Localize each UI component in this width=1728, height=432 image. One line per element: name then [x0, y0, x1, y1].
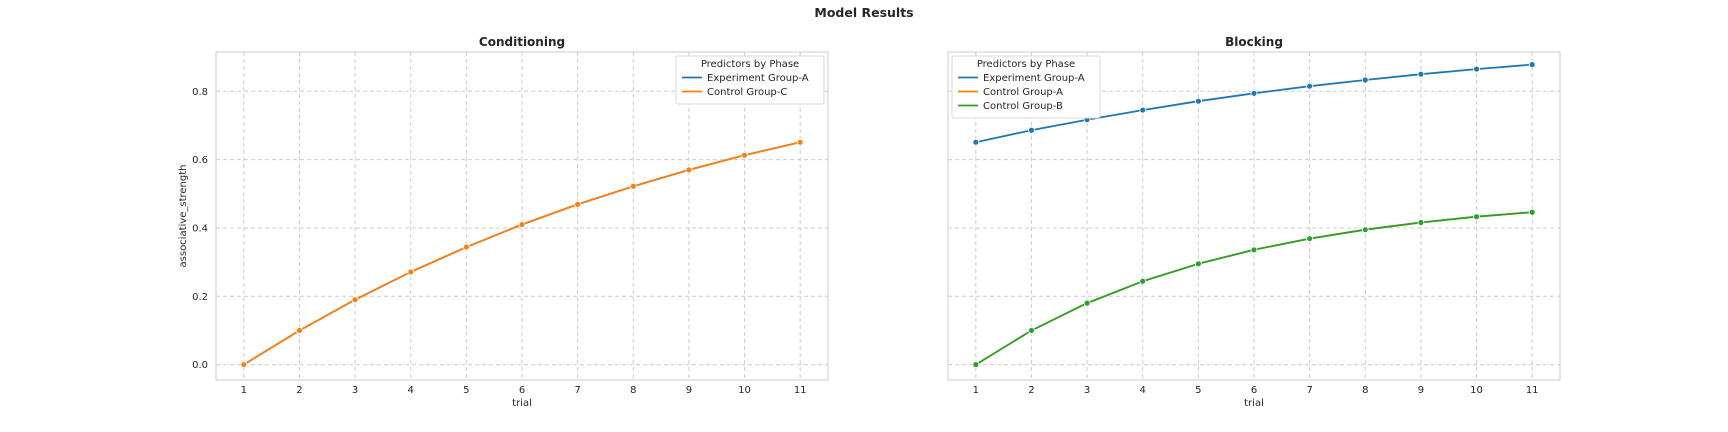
figure-title: Model Results [814, 5, 913, 20]
data-point [1139, 277, 1147, 285]
x-tick-label: 7 [1306, 385, 1312, 396]
data-point [407, 268, 415, 276]
x-tick-label: 2 [296, 385, 302, 396]
x-tick-label: 11 [1526, 385, 1539, 396]
data-point [1528, 61, 1536, 69]
x-tick-label: 1 [241, 385, 247, 396]
x-tick-label: 5 [463, 385, 469, 396]
legend-entry: Control Group-B [983, 101, 1063, 112]
legend: Predictors by Phase Experiment Group-A Con… [951, 55, 1101, 119]
data-point [1250, 246, 1258, 254]
y-tick-label: 0.4 [192, 223, 208, 234]
data-point [629, 182, 637, 190]
x-axis-label: trial [512, 398, 532, 409]
data-point [1028, 327, 1035, 334]
legend-entry: Experiment Group-A [983, 73, 1085, 84]
series-1 [240, 138, 804, 369]
x-tick-label: 6 [1251, 385, 1257, 396]
data-point [1194, 97, 1202, 105]
data-point [1028, 126, 1035, 134]
chart-1: 1 2 3 4 5 6 7 8 9 10 11 Blocking trial Predictors by … [947, 35, 1561, 409]
y-tick-label: 0.0 [192, 360, 208, 371]
data-point [1194, 260, 1202, 268]
legend-entry: Control Group-A [983, 87, 1063, 98]
data-point [1250, 89, 1258, 97]
y-tick-label: 0.8 [192, 87, 208, 98]
data-point [972, 361, 980, 369]
x-tick-label: 7 [574, 385, 580, 396]
x-tick-label: 5 [1195, 385, 1201, 396]
legend-box [675, 55, 825, 105]
legend-entry: Control Group-C [707, 87, 787, 98]
data-point [1473, 213, 1480, 221]
plot-frame [947, 51, 1561, 381]
y-tick-label: 0.2 [192, 292, 208, 303]
data-point [741, 151, 748, 159]
data-point [462, 243, 470, 251]
data-point [1473, 65, 1480, 73]
x-tick-label: 10 [1470, 385, 1483, 396]
series-0 [972, 61, 1536, 146]
legend-box [951, 55, 1101, 119]
data-point [1417, 219, 1425, 226]
data-point [1083, 299, 1091, 307]
data-point [1361, 226, 1369, 234]
data-point [574, 200, 582, 208]
x-tick-label: 4 [408, 385, 414, 396]
legend: Predictors by Phase Experiment Group-A Con… [675, 55, 825, 105]
data-point [240, 361, 248, 369]
data-point [1361, 76, 1369, 84]
chart-title: Conditioning [479, 35, 565, 49]
legend-title: Predictors by Phase [701, 59, 799, 70]
data-point [1528, 208, 1536, 216]
x-tick-label: 2 [1028, 385, 1034, 396]
data-point [296, 327, 303, 334]
data-point [685, 166, 693, 174]
x-tick-label: 10 [738, 385, 751, 396]
data-point [972, 138, 980, 146]
x-tick-label: 6 [519, 385, 525, 396]
chart-0: 1 2 3 4 5 6 7 8 9 10 11 0.0 0.2 0.4 0.6 0.8 Conditioning… [178, 35, 829, 409]
plot-frame [215, 51, 829, 381]
x-tick-label: 9 [1418, 385, 1424, 396]
data-point [1139, 106, 1147, 114]
data-point [796, 138, 804, 146]
data-point [1306, 82, 1314, 90]
x-tick-label: 1 [973, 385, 979, 396]
x-tick-label: 3 [1084, 385, 1090, 396]
legend-entry: Experiment Group-A [707, 73, 809, 84]
x-tick-label: 4 [1140, 385, 1146, 396]
y-tick-label: 0.6 [192, 155, 208, 166]
chart-title: Blocking [1225, 35, 1283, 49]
data-point [351, 296, 359, 304]
series-2 [972, 208, 1536, 369]
x-tick-label: 8 [630, 385, 636, 396]
x-tick-label: 8 [1362, 385, 1368, 396]
x-tick-label: 11 [794, 385, 807, 396]
data-point [1417, 70, 1425, 78]
x-tick-label: 9 [686, 385, 692, 396]
legend-title: Predictors by Phase [977, 59, 1075, 70]
data-point [518, 221, 526, 228]
y-axis-label: associative_strength [178, 165, 189, 268]
data-point [1306, 235, 1314, 242]
x-axis-label: trial [1244, 398, 1264, 409]
x-tick-label: 3 [352, 385, 358, 396]
